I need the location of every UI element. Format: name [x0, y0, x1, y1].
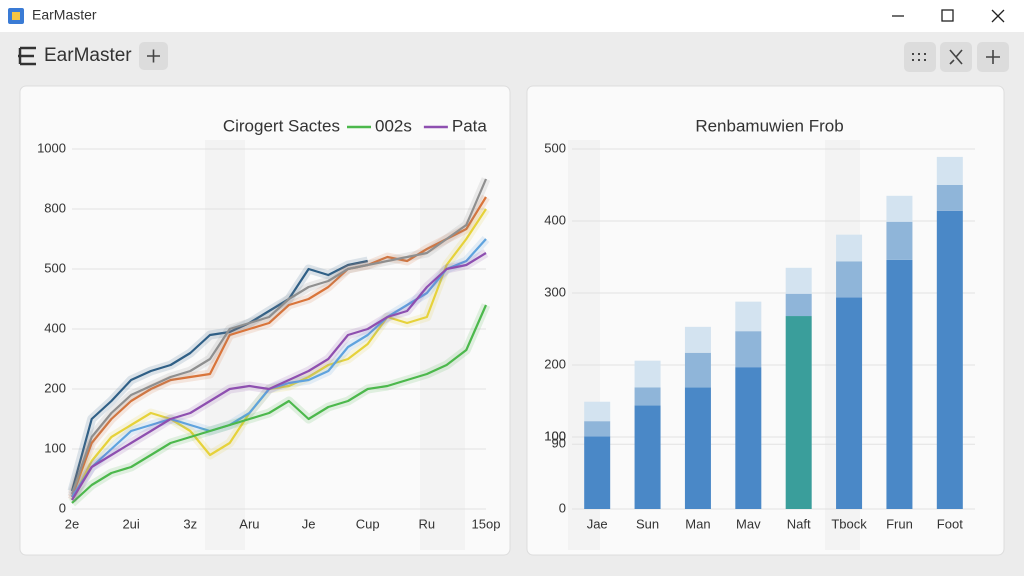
y-tick-label: 100 [544, 428, 566, 443]
y-tick-label: 400 [544, 212, 566, 227]
bar-segment [584, 421, 611, 437]
bar-segment [886, 221, 913, 260]
y-tick-label: 400 [44, 320, 66, 335]
x-tick-label: Aru [239, 516, 259, 531]
bar-segment [735, 301, 762, 332]
bar-segment [936, 185, 963, 211]
title-bar [0, 0, 1024, 32]
bar-segment [886, 195, 913, 222]
toolbar-logo [18, 46, 36, 66]
x-tick-label: Cup [356, 516, 380, 531]
legend-label: Pata [452, 116, 488, 135]
bar-segment [936, 156, 963, 185]
grid-button[interactable] [904, 42, 936, 72]
legend-label: 002s [375, 116, 412, 135]
bar-segment [684, 352, 711, 388]
chart-title: Renbamuwien Frob [695, 116, 843, 135]
x-tick-label: Jae [587, 516, 608, 531]
series-line [71, 252, 487, 501]
x-tick-label: Je [302, 516, 316, 531]
x-tick-label: 2ui [122, 516, 139, 531]
bar-segment [785, 267, 812, 294]
bar-segment [735, 367, 762, 509]
add-icon [986, 50, 1000, 64]
shade-band [420, 140, 465, 550]
y-tick-label: 100 [44, 440, 66, 455]
x-tick-label: 3z [183, 516, 197, 531]
bar-segment [785, 293, 812, 317]
bar-segment [684, 326, 711, 353]
x-tick-label: Naft [787, 516, 811, 531]
x-tick-label: 15op [472, 516, 501, 531]
x-tick-label: Man [685, 516, 710, 531]
y-tick-label: 0 [59, 500, 66, 515]
y-tick-label: 800 [44, 200, 66, 215]
x-tick-label: Tbock [831, 516, 867, 531]
bar-segment [836, 297, 863, 509]
x-tick-label: Mav [736, 516, 761, 531]
bar-segment [634, 405, 661, 509]
app-icon-inner [12, 12, 20, 20]
bar-segment [634, 387, 661, 406]
chart-title: Cirogert Sactes [223, 116, 340, 135]
add-tab-icon [147, 49, 160, 63]
bar-segment [735, 331, 762, 368]
x-tick-label: Ru [419, 516, 436, 531]
bar-segment [936, 210, 963, 510]
bar-segment [836, 234, 863, 262]
toolbar-app-name: EarMaster [44, 45, 132, 66]
y-tick-label: 300 [544, 284, 566, 299]
bar-segment [584, 436, 611, 509]
y-tick-label: 1000 [37, 140, 66, 155]
maximize-button[interactable] [941, 9, 954, 22]
series-line [71, 304, 488, 504]
y-tick-label: 100 [544, 428, 566, 443]
y-tick-label: 500 [44, 260, 66, 275]
x-tick-label: Frun [886, 516, 913, 531]
x-tick-label: Sun [636, 516, 659, 531]
tools-icon [949, 49, 963, 65]
y-tick-label: 200 [544, 356, 566, 371]
x-tick-label: 2e [65, 516, 79, 531]
y-tick-label: 0 [559, 500, 566, 515]
y-tick-label: 200 [44, 380, 66, 395]
y-tick-label: 500 [544, 140, 566, 155]
window-title: EarMaster [32, 7, 97, 23]
series-line [70, 178, 488, 495]
bar-segment [684, 387, 711, 509]
bar-segment [584, 401, 611, 422]
close-button[interactable] [991, 9, 1005, 23]
y-tick-label: 90 [552, 436, 566, 451]
bar-segment [634, 360, 661, 388]
series-line [70, 259, 368, 492]
series-line [71, 208, 487, 501]
grid-icon [912, 53, 926, 61]
bar-segment [836, 261, 863, 298]
left-panel [19, 85, 511, 556]
bar-segment [886, 259, 913, 509]
bar-segment [785, 316, 812, 509]
x-tick-label: Foot [937, 516, 963, 531]
